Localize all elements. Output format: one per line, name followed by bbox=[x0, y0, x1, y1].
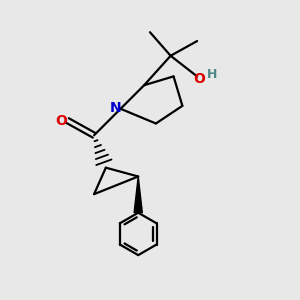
Polygon shape bbox=[134, 176, 142, 213]
Text: N: N bbox=[110, 101, 121, 115]
Text: O: O bbox=[55, 114, 67, 128]
Text: O: O bbox=[194, 72, 206, 86]
Text: H: H bbox=[207, 68, 217, 81]
